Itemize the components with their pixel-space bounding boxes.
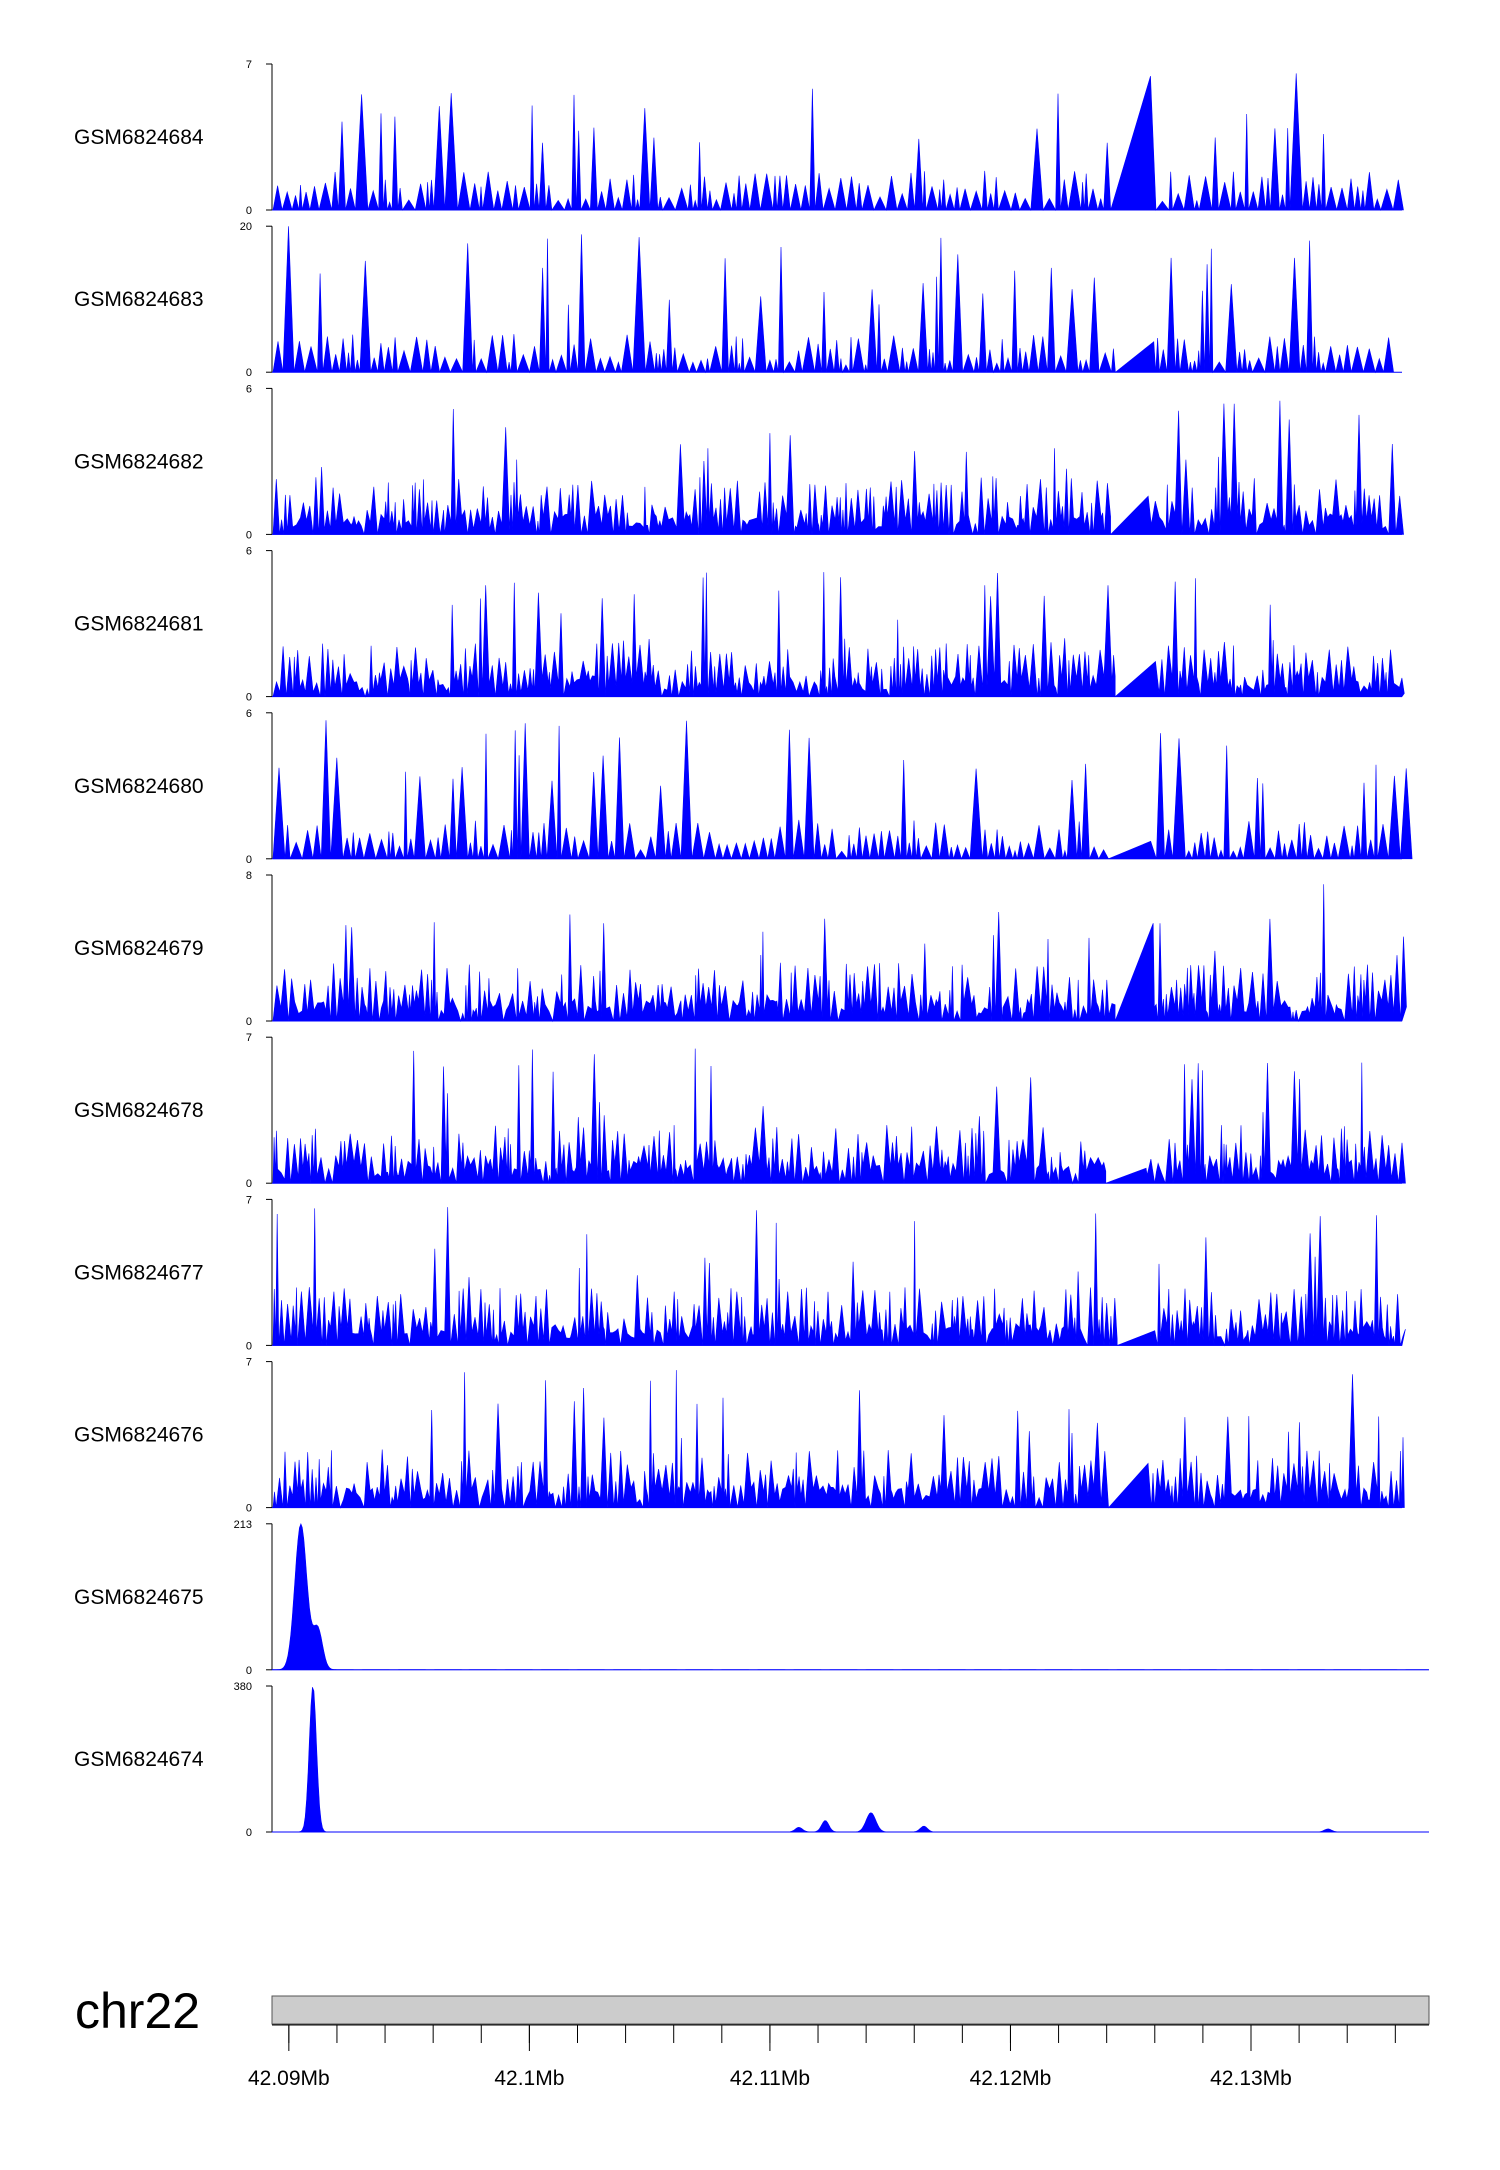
track-label: GSM6824679 [74,937,204,960]
track-label: GSM6824677 [74,1261,204,1284]
track-GSM6824675: GSM6824675 213 0 [74,1519,1430,1677]
y-tick-min-label: 0 [246,205,252,217]
y-tick-max-label: 6 [246,708,252,720]
chromosome-bar [271,1995,1430,2025]
y-tick-max-label: 8 [246,870,252,882]
signal-area [272,226,1394,374]
track-GSM6824677: GSM6824677 7 0 [74,1194,1406,1352]
track-GSM6824678: GSM6824678 7 0 [74,1032,1406,1190]
track-GSM6824674: GSM6824674 380 0 [74,1681,1430,1839]
track-GSM6824676: GSM6824676 7 0 [74,1357,1405,1515]
x-tick-label: 42.1Mb [494,2067,564,2090]
y-tick-min-label: 0 [246,529,252,541]
track-label: GSM6824681 [74,613,204,636]
y-tick-min-label: 0 [246,1016,252,1028]
track-GSM6824680: GSM6824680 6 0 [74,708,1413,866]
track-GSM6824679: GSM6824679 8 0 [74,870,1407,1028]
x-tick-label: 42.13Mb [1210,2067,1292,2090]
signal-area [272,1048,1406,1185]
y-tick-max-label: 7 [246,1357,252,1369]
track-GSM6824684: GSM6824684 7 0 [74,59,1404,217]
track-label: GSM6824675 [74,1586,204,1609]
signal-tracks: GSM682468470GSM6824683200GSM682468260GSM… [74,59,1430,1839]
chromosome-axis: chr22 42.09Mb 42.1Mb 42.11Mb 42.12Mb 42.13Mb [75,1983,1430,2090]
y-tick-min-label: 0 [246,1665,252,1677]
track-GSM6824682: GSM6824682 6 0 [74,383,1404,541]
track-label: GSM6824682 [74,450,204,473]
y-tick-min-label: 0 [246,854,252,866]
y-tick-max-label: 20 [240,221,252,233]
y-tick-max-label: 6 [246,383,252,395]
x-tick-label: 42.12Mb [970,2067,1052,2090]
track-label: GSM6824674 [74,1748,204,1771]
y-tick-min-label: 0 [246,1827,252,1839]
signal-area [272,884,1407,1023]
track-label: GSM6824678 [74,1099,204,1122]
track-label: GSM6824684 [74,126,204,149]
track-label: GSM6824676 [74,1424,204,1447]
track-label: GSM6824683 [74,288,204,311]
y-tick-max-label: 6 [246,546,252,558]
y-tick-max-label: 213 [234,1519,252,1531]
signal-area [272,572,1405,698]
signal-area [272,1370,1405,1509]
y-tick-min-label: 0 [246,367,252,379]
y-tick-max-label: 7 [246,1194,252,1206]
y-tick-min-label: 0 [246,1503,252,1515]
x-tick-label: 42.09Mb [248,2067,330,2090]
track-label: GSM6824680 [74,775,204,798]
y-tick-min-label: 0 [246,1340,252,1352]
chromosome-label: chr22 [75,1983,200,2039]
chromosome-ticks: 42.09Mb 42.1Mb 42.11Mb 42.12Mb 42.13Mb [248,2025,1396,2090]
signal-area [272,1207,1406,1347]
y-tick-max-label: 7 [246,59,252,71]
y-tick-max-label: 380 [234,1681,252,1693]
track-GSM6824683: GSM6824683 20 0 [74,221,1402,379]
signal-area [272,400,1404,536]
y-tick-max-label: 7 [246,1032,252,1044]
signal-area [271,1522,1430,1671]
y-tick-min-label: 0 [246,1178,252,1190]
signal-area [272,73,1404,212]
signal-area [271,1687,1430,1833]
x-tick-label: 42.11Mb [730,2067,810,2090]
signal-area [272,720,1413,860]
track-GSM6824681: GSM6824681 6 0 [74,546,1405,704]
y-tick-min-label: 0 [246,692,252,704]
